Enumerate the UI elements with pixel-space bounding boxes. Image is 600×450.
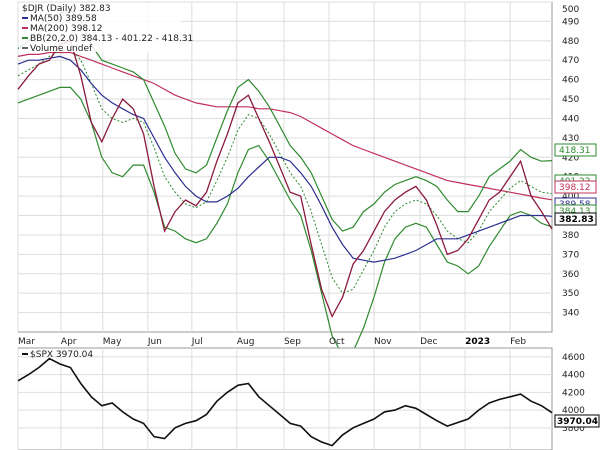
- y-tick-label: 440: [562, 114, 579, 124]
- plot-area: [17, 1, 553, 333]
- price-tag-label: 398.12: [559, 183, 591, 193]
- y-tick-label: 420: [562, 153, 579, 163]
- y-tick-label: 340: [562, 309, 579, 319]
- x-tick-label: Jul: [191, 337, 203, 347]
- price-tag-box: [554, 414, 600, 428]
- chart-title: $DJR (Daily) 382.83: [22, 4, 111, 14]
- y-tick-label: 400: [562, 192, 579, 202]
- y-tick-label: 350: [562, 289, 579, 299]
- y-axis: 3403503603703803904004104204304404504604…: [562, 5, 579, 319]
- x-tick-label: Dec: [420, 337, 437, 347]
- legend-entry: Volume undef: [30, 44, 93, 54]
- price-tag-label: 418.31: [559, 146, 591, 156]
- y-tick-label: 3800: [562, 424, 585, 434]
- x-tick-label: Nov: [374, 337, 392, 347]
- y-tick-label: 470: [562, 56, 579, 66]
- x-tick-label: May: [103, 337, 122, 347]
- price-tag-label: 384.13: [559, 207, 591, 217]
- y-tick-label: 360: [562, 270, 579, 280]
- x-tick-label: Oct: [329, 337, 345, 347]
- legend-entry: MA(200) 398.12: [30, 24, 102, 34]
- y-tick-label: 4200: [562, 388, 585, 398]
- series-bb-upper-line: [17, 9, 553, 232]
- legend: $SPX 3970.04: [22, 350, 93, 360]
- price-tag-label: 3970.04: [557, 417, 598, 427]
- x-tick-label: Sep: [284, 337, 301, 347]
- legend-entry: BB(20,2.0) 384.13 - 401.22 - 418.31: [30, 34, 193, 44]
- y-tick-label: 380: [562, 231, 579, 241]
- series-ma-200-line: [17, 51, 553, 201]
- y-tick-label: 500: [562, 5, 579, 15]
- legend-bg: [19, 3, 181, 52]
- date-axis: Mar Apr May Jun Jul Aug Sep Oct Nov Dec 2023 Feb: [18, 337, 526, 347]
- x-tick-label: Aug: [237, 337, 255, 347]
- y-tick-label: 450: [562, 95, 579, 105]
- y-tick-label: 4600: [562, 353, 585, 363]
- plot-area: [17, 347, 553, 450]
- price-panel: 3403503603703803904004104204304404504604…: [17, 1, 597, 357]
- y-tick-label: 460: [562, 76, 579, 86]
- price-tag-box: [554, 212, 597, 226]
- price-tag-box: [554, 180, 597, 194]
- legend-entry: MA(50) 389.58: [30, 14, 97, 24]
- series-bb-lower-line: [17, 86, 553, 357]
- y-axis: 3800 4000 4200 4400 4600 3970.04: [554, 353, 600, 434]
- series-djr-line: [17, 39, 553, 319]
- x-tick-label: 2023: [465, 337, 490, 347]
- y-tick-label: 370: [562, 250, 579, 260]
- series-spx-line: [17, 357, 553, 447]
- x-tick-label: Mar: [18, 337, 35, 347]
- y-tick-label: 4400: [562, 371, 585, 381]
- x-tick-label: Apr: [61, 337, 77, 347]
- y-tick-label: 4000: [562, 406, 585, 416]
- series-group: [17, 9, 553, 357]
- chart-title: $SPX 3970.04: [30, 350, 93, 360]
- y-tick-label: 430: [562, 134, 579, 144]
- series-ma-50-line: [17, 55, 553, 263]
- gridlines: [17, 1, 552, 332]
- spx-panel: 3800 4000 4200 4400 4600 3970.04 $SPX 3970.04: [17, 347, 600, 450]
- x-tick-label: Jun: [147, 337, 162, 347]
- price-tag-box: [554, 143, 597, 157]
- gridlines: [17, 348, 552, 450]
- y-tick-label: 480: [562, 37, 579, 47]
- x-tick-label: Feb: [510, 337, 526, 347]
- y-tick-label: 490: [562, 17, 579, 27]
- price-tag-label: 382.83: [559, 215, 594, 225]
